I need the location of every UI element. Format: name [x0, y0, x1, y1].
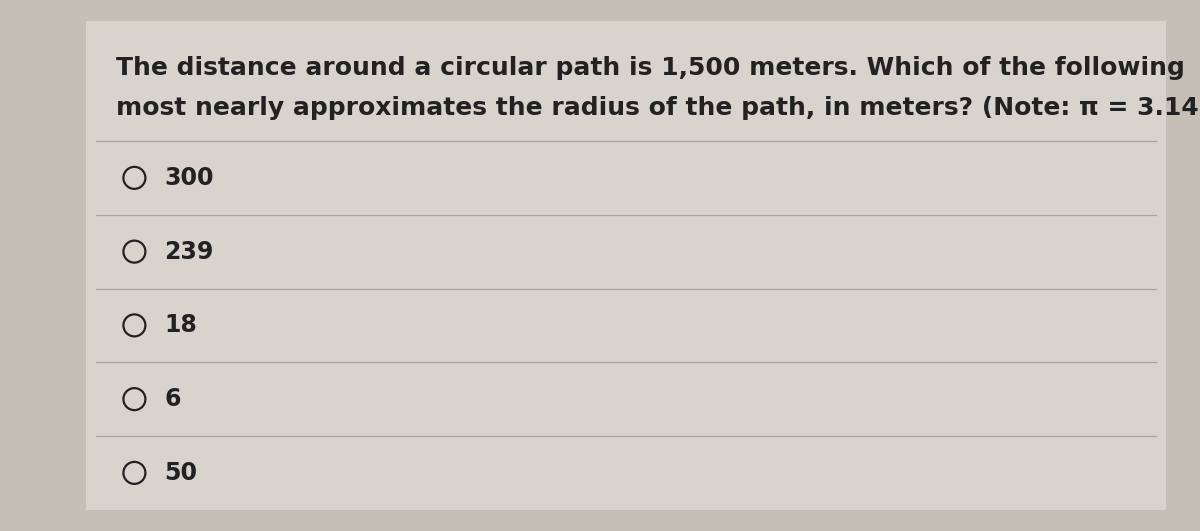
FancyBboxPatch shape	[86, 21, 1166, 510]
Text: 6: 6	[164, 387, 181, 411]
Text: most nearly approximates the radius of the path, in meters? (Note: π = 3.14): most nearly approximates the radius of t…	[116, 96, 1200, 120]
Text: 18: 18	[164, 313, 197, 337]
Text: 239: 239	[164, 239, 214, 263]
Text: 300: 300	[164, 166, 214, 190]
Text: The distance around a circular path is 1,500 meters. Which of the following: The distance around a circular path is 1…	[116, 56, 1186, 80]
Text: 50: 50	[164, 461, 197, 485]
